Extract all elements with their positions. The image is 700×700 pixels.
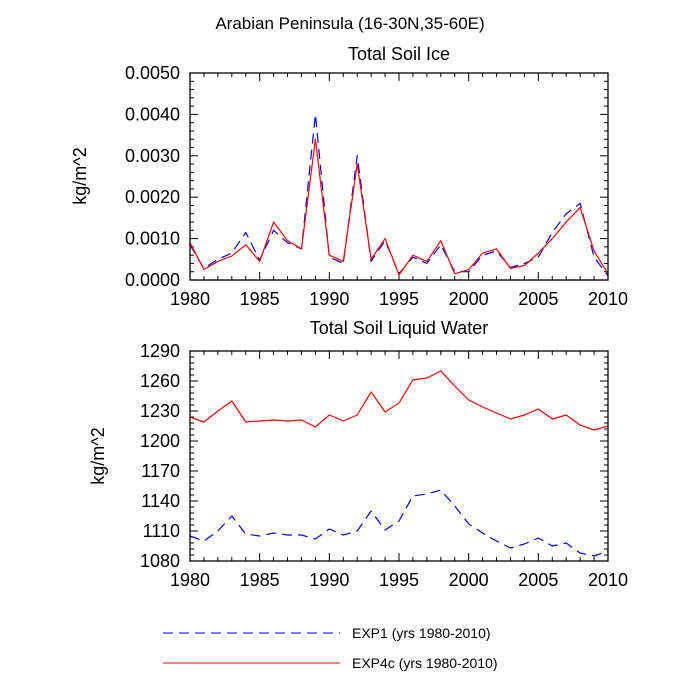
x-tick-label: 1995 bbox=[379, 289, 419, 309]
series-line-exp4c bbox=[189, 370, 609, 431]
plot-area: 0.0000 0.0010 0.0020 0.0030 0.0040 0.0050 1980… bbox=[125, 63, 628, 309]
y-tick-label: 1260 bbox=[140, 371, 180, 391]
y-axis-label: kg/m^2 bbox=[88, 427, 108, 484]
y-tick-label: 0.0050 bbox=[125, 63, 180, 83]
legend-label-exp4c: EXP4c (yrs 1980-2010) bbox=[352, 655, 498, 671]
plot-frame bbox=[189, 350, 609, 562]
series-line-exp4c bbox=[189, 138, 609, 276]
plot-frame bbox=[189, 72, 609, 281]
y-tick-label: 1110 bbox=[143, 521, 180, 541]
x-tick-label: 1980 bbox=[170, 289, 210, 309]
x-tick-label: 1995 bbox=[379, 570, 419, 590]
chart-title: Total Soil Ice bbox=[348, 44, 450, 64]
series-line-exp1 bbox=[189, 489, 609, 557]
x-tick-label: 1985 bbox=[240, 289, 280, 309]
y-tick-label: 0.0010 bbox=[125, 229, 180, 249]
x-tick-label: 1985 bbox=[240, 570, 280, 590]
panel-total-soil-liquid-water: Total Soil Liquid Water kg/m^2 108011101… bbox=[88, 318, 628, 590]
y-axis-label: kg/m^2 bbox=[70, 147, 90, 204]
y-tick-label: 0.0020 bbox=[125, 187, 180, 207]
y-tick-label: 0.0000 bbox=[125, 270, 180, 290]
y-tick-label: 1140 bbox=[141, 491, 180, 511]
series-line-exp1 bbox=[189, 113, 609, 277]
x-tick-label: 2000 bbox=[449, 289, 489, 309]
y-tick-label: 1230 bbox=[140, 401, 180, 421]
y-tick-label: 1200 bbox=[140, 431, 180, 451]
x-tick-label: 2000 bbox=[449, 570, 489, 590]
legend-label-exp1: EXP1 (yrs 1980-2010) bbox=[352, 625, 491, 641]
x-tick-label: 2005 bbox=[518, 289, 558, 309]
y-tick-label: 1290 bbox=[140, 341, 180, 361]
y-tick-label: 0.0030 bbox=[125, 146, 180, 166]
chart-title: Total Soil Liquid Water bbox=[310, 318, 488, 338]
plot-area: 1080 1110 1140 1170 1200 1230 1260 1290 1980 1985… bbox=[140, 341, 628, 590]
figure-title: Arabian Peninsula (16-30N,35-60E) bbox=[215, 14, 484, 33]
x-tick-label: 1990 bbox=[309, 289, 349, 309]
y-tick-label: 0.0040 bbox=[125, 104, 180, 124]
x-tick-label: 2010 bbox=[588, 289, 628, 309]
y-tick-label: 1170 bbox=[141, 461, 180, 481]
x-tick-label: 2005 bbox=[518, 570, 558, 590]
x-tick-label: 2010 bbox=[588, 570, 628, 590]
legend: EXP1 (yrs 1980-2010) EXP4c (yrs 1980-201… bbox=[163, 625, 498, 671]
panel-total-soil-ice: Total Soil Ice kg/m^2 0.0000 0.0010 0.0020… bbox=[70, 44, 628, 309]
y-tick-label: 1080 bbox=[140, 551, 180, 571]
x-tick-label: 1980 bbox=[170, 570, 210, 590]
x-tick-label: 1990 bbox=[309, 570, 349, 590]
